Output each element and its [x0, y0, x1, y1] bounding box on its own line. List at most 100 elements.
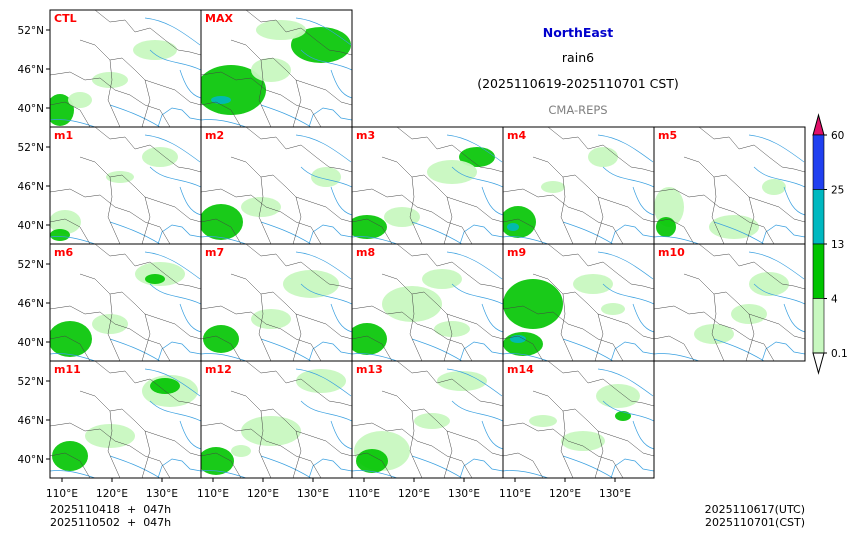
river-line	[295, 17, 352, 46]
province-border	[560, 176, 574, 244]
river-line	[748, 251, 805, 280]
province-border	[443, 313, 453, 361]
colorbar-extend-max	[812, 113, 825, 136]
river-line	[144, 134, 201, 163]
river-line	[201, 236, 247, 244]
province-border	[107, 59, 121, 127]
river-line	[260, 104, 312, 127]
precip-area	[414, 413, 450, 429]
province-border	[409, 176, 423, 244]
province-border	[443, 430, 453, 478]
longitude-axis-labels: 110°E 120°E 130°E 110°E 120°E 130°E 110°E 120°E…	[46, 488, 631, 500]
province-border	[79, 39, 201, 106]
province-border	[141, 430, 151, 478]
colorbar-tick-label: 13	[831, 239, 844, 251]
panel-label: m3	[356, 129, 375, 142]
coastline	[459, 341, 503, 361]
province-border	[258, 293, 272, 361]
province-border	[503, 218, 544, 244]
precip-area	[106, 171, 134, 183]
precip-area	[541, 181, 565, 193]
province-border	[532, 156, 654, 223]
river-line	[713, 221, 765, 244]
precip-area	[437, 371, 487, 391]
lat-tick-label: 52°N	[18, 142, 44, 154]
province-border	[201, 452, 242, 478]
precip-area	[749, 272, 789, 296]
province-border	[245, 244, 352, 290]
river-line	[753, 283, 805, 305]
province-border	[245, 10, 352, 56]
river-line	[300, 49, 352, 71]
precip-area	[145, 274, 165, 284]
province-border	[201, 71, 322, 127]
province-border	[654, 335, 695, 361]
province-border	[654, 218, 695, 244]
river-line	[632, 420, 654, 450]
coastline	[308, 458, 352, 478]
river-line	[783, 186, 805, 216]
province-border	[94, 361, 201, 407]
precip-area	[85, 424, 135, 448]
panel-label: m13	[356, 363, 383, 376]
coastline	[459, 458, 503, 478]
province-border	[409, 293, 423, 361]
province-border	[79, 390, 201, 457]
lat-tick-label: 52°N	[18, 259, 44, 271]
lat-tick-label: 52°N	[18, 376, 44, 388]
province-border	[258, 59, 272, 127]
river-line	[179, 69, 201, 99]
coastline	[761, 224, 805, 244]
river-line	[109, 104, 161, 127]
colorbar-extend-min	[812, 352, 825, 375]
province-border	[503, 335, 544, 361]
province-border	[292, 313, 302, 361]
province-border	[352, 422, 473, 478]
river-line	[330, 303, 352, 333]
lon-tick-label: 130°E	[297, 488, 329, 500]
source-label: CMA-REPS	[548, 103, 607, 117]
province-border	[352, 218, 393, 244]
precip-area	[573, 274, 613, 294]
lat-tick-label: 46°N	[18, 181, 44, 193]
river-line	[352, 236, 398, 244]
precip-area	[384, 207, 420, 227]
river-line	[654, 236, 700, 244]
coastline	[157, 341, 201, 361]
province-border	[547, 361, 654, 407]
province-border	[594, 430, 604, 478]
lat-tick-label: 46°N	[18, 64, 44, 76]
river-line	[446, 368, 503, 397]
map-panel-m7: m7	[200, 243, 353, 362]
precip-area	[507, 223, 519, 231]
province-border	[79, 273, 201, 340]
precip-area	[694, 324, 734, 344]
province-border	[50, 71, 171, 127]
province-border	[50, 335, 91, 361]
region-title: NorthEast	[543, 25, 614, 40]
river-line	[50, 353, 96, 361]
precip-area	[251, 309, 291, 329]
precip-area	[201, 204, 243, 240]
province-border	[141, 313, 151, 361]
province-border	[245, 127, 352, 173]
map-content	[352, 361, 503, 478]
river-line	[109, 338, 161, 361]
river-line	[632, 303, 654, 333]
province-border	[594, 196, 604, 244]
province-border	[352, 335, 393, 361]
map-panel-m1: m1	[46, 126, 202, 245]
province-border	[292, 196, 302, 244]
lat-tick-label: 40°N	[18, 220, 44, 232]
precip-area	[283, 270, 339, 298]
panel-grid: CTL MAX m1 m2 m3 m4 m5 m6 m7 m8 m9 m10 m11 m12 m13 m14	[46, 9, 806, 482]
province-border	[141, 196, 151, 244]
precip-area	[656, 217, 676, 237]
precip-area	[50, 210, 81, 234]
province-border	[547, 127, 654, 173]
colorbar-segment	[812, 243, 825, 299]
precip-area	[709, 215, 759, 239]
coastline	[308, 224, 352, 244]
province-border	[50, 452, 91, 478]
